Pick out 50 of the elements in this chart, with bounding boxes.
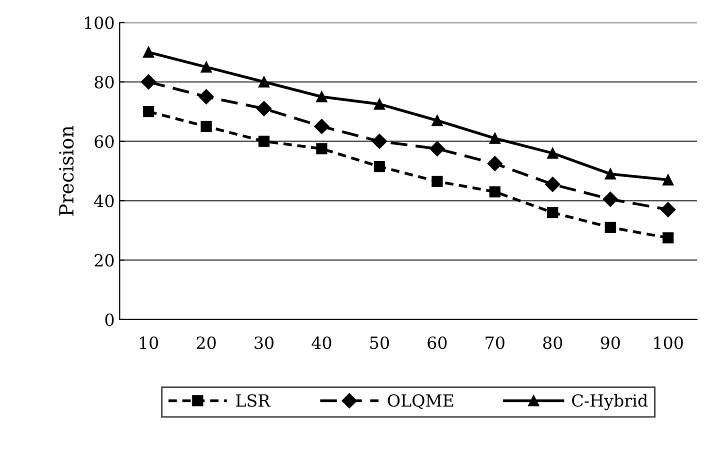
x-tick-label: 100 (654, 336, 683, 350)
y-axis-title: Precision (59, 126, 74, 216)
point (487, 156, 502, 172)
point (547, 207, 558, 218)
y-tick-label: 80 (94, 76, 114, 88)
x-tick-label: 40 (312, 336, 332, 350)
point (547, 148, 558, 159)
point (258, 76, 270, 88)
point (604, 222, 616, 233)
point (489, 186, 500, 198)
point (372, 134, 388, 149)
y-tick-label: 100 (85, 16, 114, 30)
point (432, 176, 443, 187)
point (660, 202, 676, 218)
y-tick-label: 60 (94, 135, 114, 148)
x-tick-label: 10 (140, 336, 158, 350)
x-tick-label: 30 (254, 336, 274, 350)
point (374, 98, 386, 110)
point (142, 46, 154, 58)
point (200, 61, 212, 73)
y-tick-label: 20 (94, 254, 114, 267)
legend-label: LSR (236, 394, 271, 407)
y-tick-label: 0 (105, 313, 114, 326)
point (432, 114, 443, 126)
point (198, 89, 214, 104)
point (489, 132, 500, 144)
point (314, 118, 330, 134)
x-tick-label: 60 (428, 336, 447, 350)
x-tick-label: 70 (486, 336, 504, 350)
point (140, 74, 156, 90)
y-tick-label: 40 (94, 194, 114, 208)
point (256, 101, 272, 116)
legend-label: C-Hybrid (572, 394, 648, 410)
point (430, 141, 445, 156)
point (142, 106, 154, 118)
point (374, 160, 386, 172)
x-tick-label: 80 (543, 336, 562, 350)
point (258, 136, 270, 147)
x-tick-label: 50 (370, 336, 389, 350)
legend-label: OLQME (388, 394, 454, 410)
point (662, 174, 674, 186)
point (316, 143, 328, 154)
point (545, 176, 560, 192)
point (316, 91, 328, 102)
x-tick-label: 90 (600, 336, 620, 350)
point (662, 232, 674, 244)
point (602, 192, 618, 207)
point (200, 120, 212, 132)
x-tick-label: 20 (196, 336, 216, 350)
point (604, 168, 616, 180)
